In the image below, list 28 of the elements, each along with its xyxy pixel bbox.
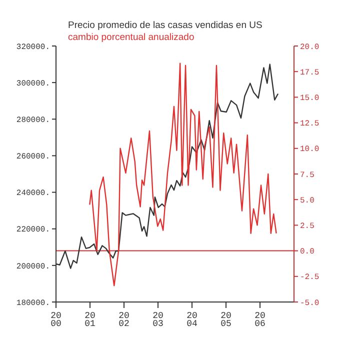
y-tick-label: 300000. bbox=[16, 79, 50, 88]
y-tick-label: 260000. bbox=[16, 152, 50, 162]
y2-tick-label: 20.0 bbox=[300, 42, 320, 52]
x-tick-label: 20 06 bbox=[254, 311, 266, 329]
y2-tick-label: 7.5 bbox=[300, 170, 315, 180]
y2-tick-label: -5.0 bbox=[300, 298, 320, 308]
y2-tick-label: 5.0 bbox=[300, 196, 315, 206]
y-tick-label: 320000. bbox=[16, 42, 50, 52]
text: cambio porcentual anualizado bbox=[68, 32, 196, 44]
x-tick-label: 20 03 bbox=[152, 311, 164, 329]
y-tick-label: 180000. bbox=[16, 298, 50, 308]
y2-tick-label: 2.5 bbox=[300, 222, 315, 232]
y-tick-label: 240000. bbox=[16, 189, 50, 198]
x-tick-label: 20 01 bbox=[84, 311, 96, 329]
x-tick-label: 20 05 bbox=[220, 311, 232, 329]
y-tick-label: 200000. bbox=[16, 262, 50, 272]
y2-tick-label: 12.5 bbox=[300, 120, 320, 129]
y2-tick-label: -2.5 bbox=[300, 273, 320, 282]
y2-tick-label: 17.5 bbox=[300, 68, 320, 78]
x-tick-label: 20 02 bbox=[118, 311, 130, 329]
y2-tick-label: 10.0 bbox=[300, 145, 320, 154]
y2-tick-label: 15.0 bbox=[300, 94, 320, 104]
x-tick-label: 20 04 bbox=[186, 311, 198, 329]
y-tick-label: 220000. bbox=[16, 226, 50, 235]
x-tick-label: 20 00 bbox=[50, 311, 62, 329]
y-tick-label: 280000. bbox=[16, 116, 50, 125]
text: Precio promedio de las casas vendidas en US bbox=[68, 20, 264, 32]
y2-tick-label: 0.0 bbox=[300, 248, 315, 257]
